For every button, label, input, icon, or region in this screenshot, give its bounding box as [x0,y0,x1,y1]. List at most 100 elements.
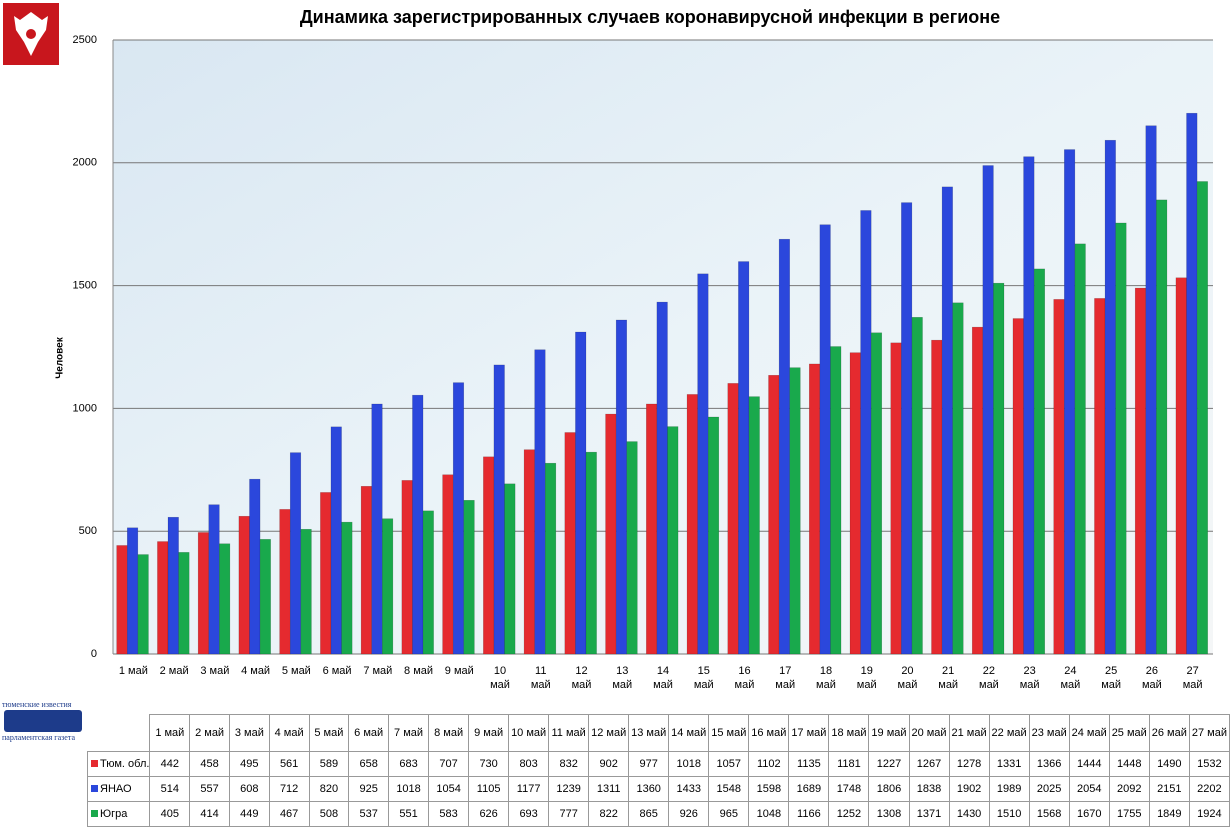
bar [830,346,842,655]
value-cell: 1331 [988,751,1030,777]
value-cell: 902 [588,751,630,777]
value-cell: 1252 [828,801,870,827]
x-tick-label: 2 май [159,665,189,677]
bar [127,527,139,655]
x-tick-label: 10 май [490,665,510,691]
y-tick-label: 1500 [73,280,97,292]
header-cell: 16 май [748,714,790,752]
value-cell: 561 [268,751,310,777]
value-cell: 1048 [748,801,790,827]
x-tick-label: 27 май [1182,665,1203,691]
value-cell: 977 [628,751,670,777]
value-cell: 822 [588,801,630,827]
value-cell: 1102 [748,751,790,777]
x-tick-label: 22 май [979,665,999,691]
data-table: 1 май 2 май 3 май 4 май 5 май 6 май 7 май 8 май… [86,714,1230,827]
bar [748,396,760,655]
value-cell: 658 [348,751,390,777]
header-cell: 20 май [908,714,950,752]
value-cell: 1054 [428,776,470,802]
legend-label: ЯНАО [100,782,132,795]
bar [341,521,353,655]
value-cell: 414 [189,801,230,827]
value-cell: 514 [149,776,191,802]
bar [1145,125,1157,655]
value-cell: 537 [348,801,390,827]
bar [545,462,557,655]
value-cell: 1018 [668,751,710,777]
x-tick-label: 18 май [816,665,836,691]
value-cell: 820 [308,776,350,802]
x-tick-label: 19 май [856,665,877,691]
emblem [3,3,59,65]
bar [993,282,1005,655]
logo: тюменские известия парламентская газета [2,700,84,750]
value-cell: 865 [628,801,670,827]
chart: Динамика зарегистрированных случаев коро… [3,3,1213,660]
value-cell: 1510 [988,801,1030,827]
bar [1094,298,1106,655]
bar [249,478,261,655]
value-cell: 495 [228,751,270,777]
header-cell: 8 май [428,714,470,752]
value-cell: 1360 [628,776,670,802]
bar [412,394,424,655]
bar [167,516,179,655]
header-cell: 3 май [228,714,270,752]
bar [401,480,413,655]
value-cell: 1177 [508,776,550,802]
bar [1156,199,1168,655]
bar [952,302,964,655]
value-cell: 1924 [1188,801,1230,827]
bar [667,426,679,655]
x-tick-label: 5 май [281,665,311,677]
bar [890,342,902,655]
value-cell: 1748 [828,776,870,802]
bar [1074,243,1086,655]
value-cell: 1670 [1068,801,1110,827]
y-tick-label: 500 [79,525,97,537]
y-tick-label: 2500 [73,34,97,46]
logo-bottom: парламентская газета [2,733,75,742]
value-cell: 1444 [1068,751,1110,777]
bar [320,492,332,655]
value-cell: 626 [468,801,510,827]
header-cell: 9 май [468,714,510,752]
bar [208,504,220,655]
bar [605,413,617,655]
value-cell: 1490 [1148,751,1190,777]
bar [656,301,668,655]
value-cell: 1902 [948,776,990,802]
value-cell: 442 [149,751,191,777]
bar [1134,287,1147,655]
x-tick-label: 4 май [241,665,271,677]
bar [931,339,943,655]
table-row: ЯНАО 514 557 608 712 820 925 1018 1054 1105 1177 12… [86,776,1230,802]
header-cell: 12 май [588,714,630,752]
x-tick-label: 24 май [1060,665,1081,691]
header-cell: 4 май [268,714,310,752]
value-cell: 608 [228,776,270,802]
header-cell: 11 май [548,714,590,752]
value-cell: 1311 [588,776,630,802]
bar [575,331,587,655]
bar [504,483,516,655]
header-cell: 25 май [1108,714,1150,752]
x-tick-label: 20 май [897,665,918,691]
value-cell: 730 [468,751,510,777]
x-tick-label: 3 май [200,665,230,677]
header-cell: 22 май [988,714,1030,752]
bar [289,452,302,655]
value-cell: 1849 [1148,801,1190,827]
x-tick-label: 7 май [363,665,393,677]
value-cell: 557 [189,776,230,802]
y-tick-label: 2000 [73,157,97,169]
bar [564,432,576,655]
legend-swatch [91,759,98,767]
header-cell: 15 май [708,714,750,752]
value-cell: 832 [548,751,590,777]
x-tick-label: 16 май [734,665,755,691]
header-cell: 5 май [308,714,350,752]
bar [849,352,861,655]
x-tick-label: 15 май [693,665,714,691]
